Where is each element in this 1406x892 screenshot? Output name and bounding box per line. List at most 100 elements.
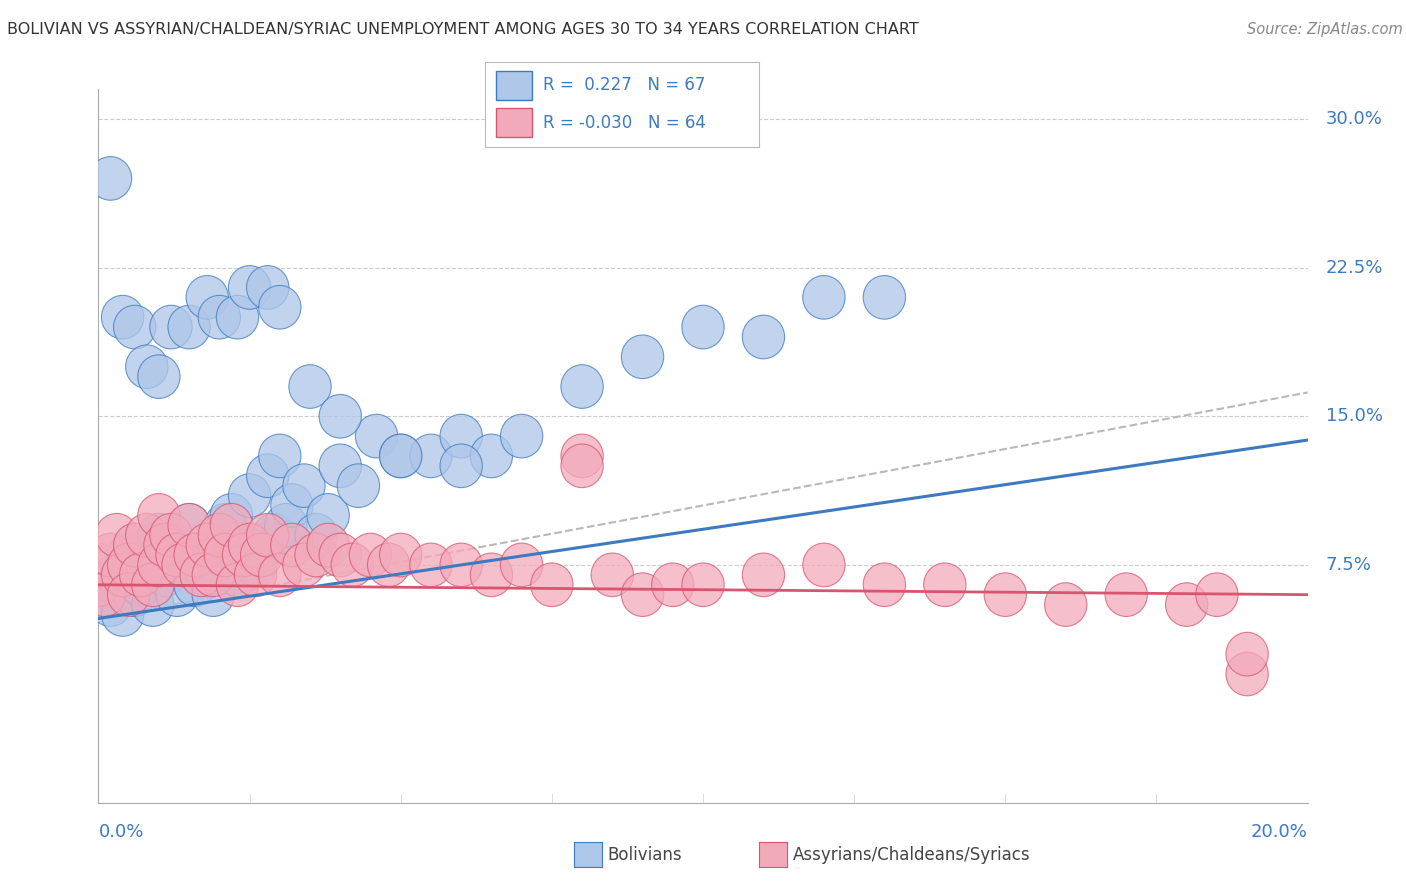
Text: Source: ZipAtlas.com: Source: ZipAtlas.com (1247, 22, 1403, 37)
Ellipse shape (356, 414, 398, 458)
Ellipse shape (217, 553, 259, 597)
Text: Bolivians: Bolivians (607, 846, 682, 863)
Ellipse shape (246, 514, 288, 557)
Ellipse shape (101, 295, 143, 339)
Ellipse shape (409, 434, 453, 478)
Ellipse shape (228, 474, 271, 517)
Ellipse shape (682, 563, 724, 607)
Ellipse shape (561, 444, 603, 488)
Ellipse shape (264, 503, 307, 547)
Ellipse shape (380, 434, 422, 478)
Ellipse shape (204, 503, 246, 547)
Ellipse shape (742, 315, 785, 359)
Ellipse shape (132, 563, 174, 607)
Ellipse shape (174, 533, 217, 577)
Ellipse shape (228, 266, 271, 310)
Ellipse shape (501, 543, 543, 587)
FancyBboxPatch shape (496, 71, 531, 100)
Ellipse shape (107, 573, 150, 616)
Ellipse shape (240, 524, 283, 567)
Ellipse shape (114, 573, 156, 616)
Ellipse shape (143, 553, 186, 597)
Ellipse shape (409, 543, 453, 587)
Ellipse shape (307, 493, 349, 537)
Ellipse shape (288, 365, 332, 409)
Ellipse shape (167, 503, 211, 547)
Ellipse shape (283, 464, 325, 508)
Ellipse shape (530, 563, 574, 607)
Ellipse shape (470, 553, 513, 597)
Ellipse shape (107, 533, 150, 577)
Ellipse shape (319, 394, 361, 438)
Ellipse shape (211, 503, 253, 547)
Ellipse shape (138, 543, 180, 587)
Ellipse shape (162, 543, 204, 587)
Ellipse shape (259, 285, 301, 329)
Ellipse shape (96, 514, 138, 557)
Ellipse shape (186, 276, 228, 319)
Ellipse shape (295, 533, 337, 577)
Ellipse shape (114, 305, 156, 349)
Ellipse shape (132, 582, 174, 626)
Ellipse shape (307, 524, 349, 567)
Text: 20.0%: 20.0% (1251, 822, 1308, 840)
Ellipse shape (1226, 652, 1268, 696)
Ellipse shape (621, 335, 664, 378)
Ellipse shape (198, 295, 240, 339)
Ellipse shape (742, 553, 785, 597)
Ellipse shape (803, 276, 845, 319)
Ellipse shape (193, 573, 235, 616)
Ellipse shape (228, 524, 271, 567)
Ellipse shape (217, 295, 259, 339)
FancyBboxPatch shape (496, 108, 531, 137)
Ellipse shape (150, 305, 193, 349)
Ellipse shape (1195, 573, 1239, 616)
Ellipse shape (186, 524, 228, 567)
Ellipse shape (349, 533, 392, 577)
Ellipse shape (235, 543, 277, 587)
Ellipse shape (114, 524, 156, 567)
Text: R = -0.030   N = 64: R = -0.030 N = 64 (543, 113, 706, 132)
Ellipse shape (156, 533, 198, 577)
Text: 22.5%: 22.5% (1326, 259, 1384, 277)
Ellipse shape (470, 434, 513, 478)
Ellipse shape (150, 514, 193, 557)
Ellipse shape (107, 543, 150, 587)
Ellipse shape (621, 573, 664, 616)
Text: 7.5%: 7.5% (1326, 556, 1372, 574)
Ellipse shape (259, 553, 301, 597)
Ellipse shape (101, 592, 143, 636)
Text: 15.0%: 15.0% (1326, 408, 1382, 425)
Ellipse shape (83, 563, 125, 607)
Ellipse shape (162, 543, 204, 587)
Ellipse shape (150, 524, 193, 567)
Ellipse shape (591, 553, 634, 597)
Ellipse shape (211, 493, 253, 537)
Ellipse shape (167, 305, 211, 349)
Ellipse shape (217, 563, 259, 607)
Ellipse shape (167, 503, 211, 547)
Ellipse shape (440, 543, 482, 587)
Ellipse shape (83, 573, 125, 616)
Ellipse shape (156, 573, 198, 616)
Ellipse shape (180, 533, 222, 577)
Ellipse shape (1166, 582, 1208, 626)
Ellipse shape (235, 553, 277, 597)
Ellipse shape (204, 533, 246, 577)
Ellipse shape (77, 543, 120, 587)
Ellipse shape (337, 464, 380, 508)
Ellipse shape (246, 454, 288, 498)
Text: Assyrians/Chaldeans/Syriacs: Assyrians/Chaldeans/Syriacs (793, 846, 1031, 863)
Text: R =  0.227   N = 67: R = 0.227 N = 67 (543, 77, 704, 95)
Ellipse shape (803, 543, 845, 587)
Ellipse shape (90, 157, 132, 200)
Ellipse shape (1045, 582, 1087, 626)
Ellipse shape (77, 563, 120, 607)
Ellipse shape (283, 543, 325, 587)
Ellipse shape (138, 514, 180, 557)
Ellipse shape (1105, 573, 1147, 616)
Ellipse shape (863, 563, 905, 607)
Ellipse shape (77, 573, 120, 616)
Ellipse shape (198, 514, 240, 557)
Ellipse shape (440, 414, 482, 458)
